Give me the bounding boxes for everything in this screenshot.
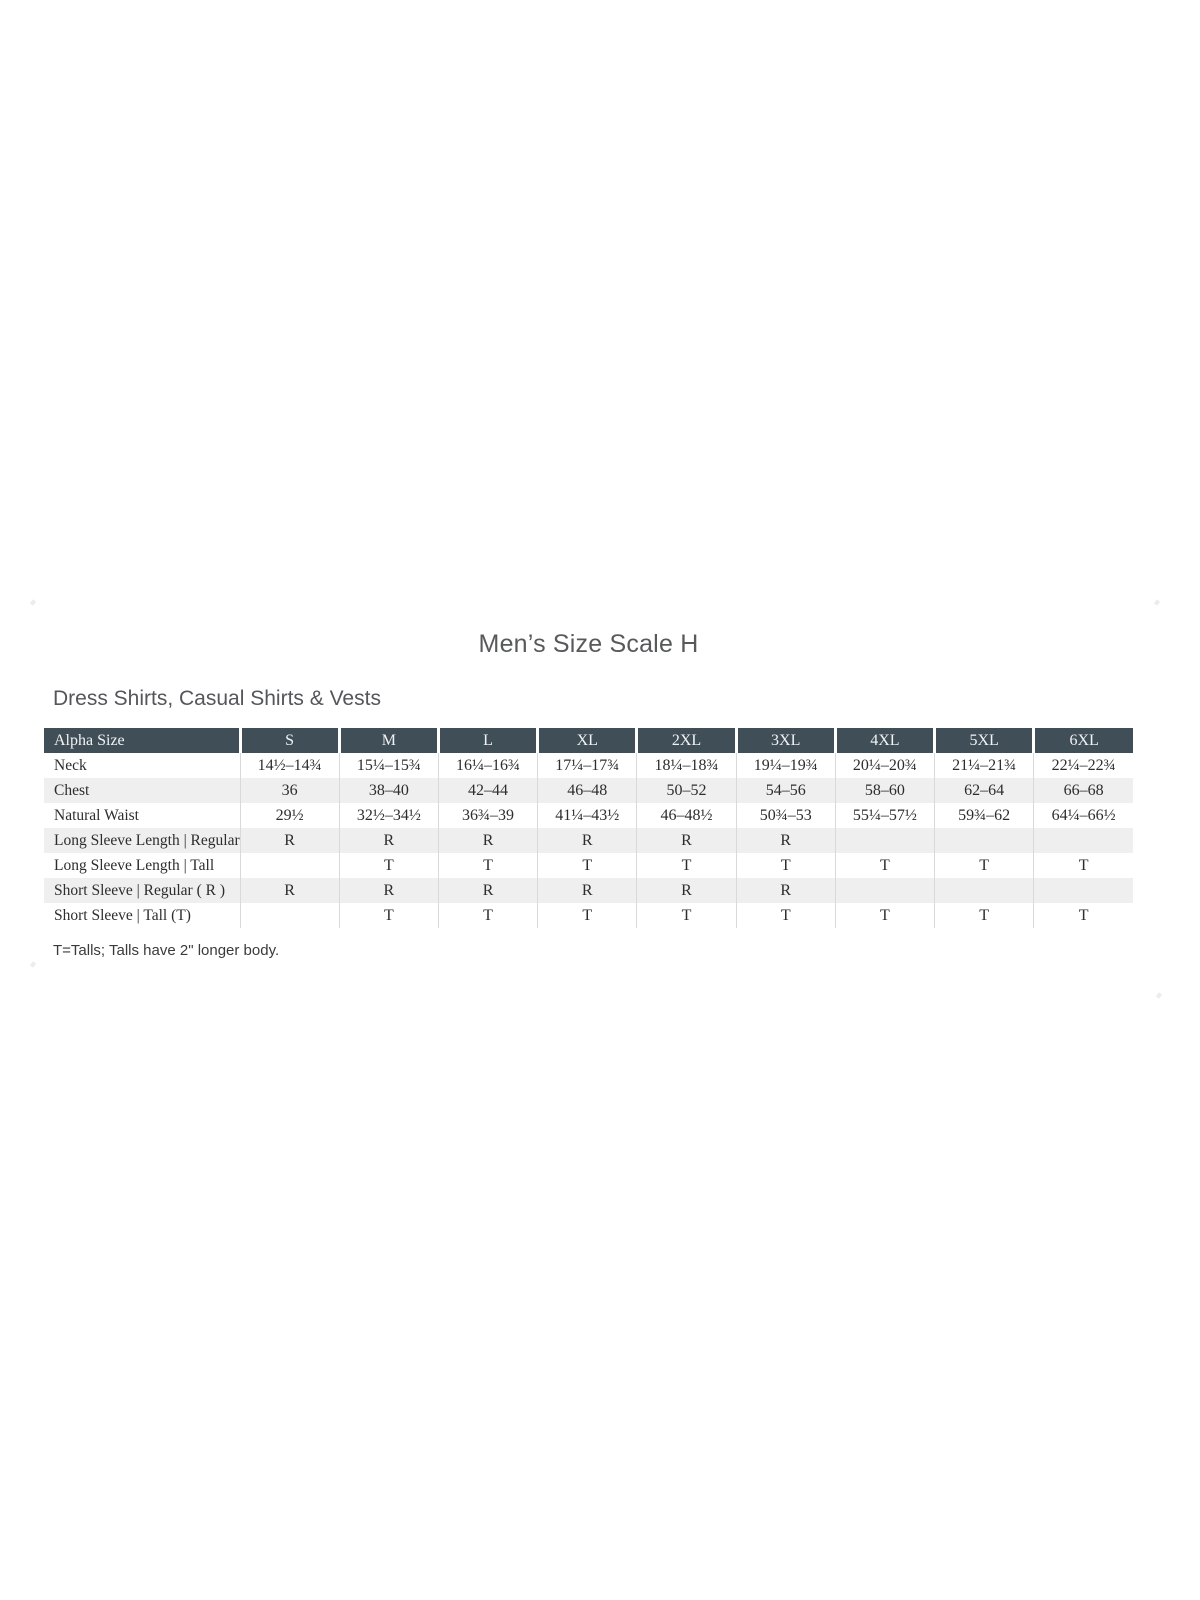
size-cell: R bbox=[636, 828, 737, 853]
row-label: Neck bbox=[54, 756, 87, 774]
column-header-alpha-size: Alpha Size bbox=[44, 728, 240, 753]
size-cell: 22¼–22¾ bbox=[1033, 753, 1133, 778]
header-row: Alpha Size S M L XL 2XL 3XL 4XL 5XL 6XL bbox=[44, 728, 1133, 753]
column-header-s: S bbox=[238, 728, 340, 753]
size-cell: 29½ bbox=[239, 803, 340, 828]
crop-mark bbox=[1153, 599, 1161, 606]
size-cell: 38–40 bbox=[338, 778, 439, 803]
size-cell: 17¼–17¾ bbox=[537, 753, 637, 778]
size-cell: 46–48½ bbox=[636, 803, 737, 828]
size-cell: R bbox=[338, 828, 439, 853]
size-cell bbox=[934, 878, 1034, 903]
size-cell bbox=[1033, 828, 1133, 853]
size-cell: T bbox=[934, 853, 1034, 878]
size-cell bbox=[239, 853, 340, 878]
row-label: Chest bbox=[54, 781, 90, 799]
column-header-4xl: 4XL bbox=[833, 728, 935, 753]
size-cell: T bbox=[1033, 903, 1133, 928]
table-row: Long Sleeve Length | Tall T T T T T T T T bbox=[44, 853, 1133, 878]
size-cell: R bbox=[735, 878, 836, 903]
size-cell: 14½–14¾ bbox=[239, 753, 340, 778]
size-cell: 66–68 bbox=[1033, 778, 1133, 803]
size-cell: R bbox=[338, 878, 439, 903]
column-header-3xl: 3XL bbox=[734, 728, 836, 753]
size-cell bbox=[239, 903, 340, 928]
size-cell bbox=[834, 828, 935, 853]
row-label: Short Sleeve | Regular ( R ) bbox=[54, 881, 225, 899]
size-cell: 64¼–66½ bbox=[1033, 803, 1133, 828]
size-cell: 50–52 bbox=[636, 778, 737, 803]
size-cell: T bbox=[834, 903, 935, 928]
size-cell bbox=[834, 878, 935, 903]
row-label: Long Sleeve Length | Regular bbox=[54, 831, 240, 849]
size-cell: R bbox=[239, 828, 340, 853]
size-cell: T bbox=[735, 853, 836, 878]
size-cell: T bbox=[636, 903, 737, 928]
size-cell: T bbox=[338, 903, 439, 928]
table-row: Natural Waist 29½ 32½–34½ 36¾–39 41¼–43½ 46–4… bbox=[44, 803, 1133, 828]
size-cell: 54–56 bbox=[735, 778, 836, 803]
column-header-6xl: 6XL bbox=[1032, 728, 1133, 753]
size-cell: 20¼–20¾ bbox=[834, 753, 935, 778]
size-cell: 62–64 bbox=[934, 778, 1034, 803]
table-row: Long Sleeve Length | Regular R R R R R R bbox=[44, 828, 1133, 853]
size-cell: T bbox=[338, 853, 439, 878]
size-chart-table: Alpha Size S M L XL 2XL 3XL 4XL 5XL 6XL Neck 14½–1… bbox=[44, 728, 1133, 928]
row-label: Short Sleeve | Tall (T) bbox=[54, 906, 191, 924]
column-header-xl: XL bbox=[536, 728, 637, 753]
size-cell: T bbox=[636, 853, 737, 878]
size-cell: T bbox=[934, 903, 1034, 928]
section-heading: Dress Shirts, Casual Shirts & Vests bbox=[53, 687, 381, 710]
size-chart-body: Neck 14½–14¾ 15¼–15¾ 16¼–16¾ 17¼–17¾ 18¼–18¾ 1… bbox=[44, 753, 1133, 928]
table-row: Neck 14½–14¾ 15¼–15¾ 16¼–16¾ 17¼–17¾ 18¼–18¾ 1… bbox=[44, 753, 1133, 778]
size-cell: 19¼–19¾ bbox=[735, 753, 836, 778]
size-cell: 46–48 bbox=[537, 778, 637, 803]
size-cell: T bbox=[735, 903, 836, 928]
size-cell: 42–44 bbox=[437, 778, 538, 803]
size-cell: 15¼–15¾ bbox=[338, 753, 439, 778]
row-label: Natural Waist bbox=[54, 806, 139, 824]
page-title: Men’s Size Scale H bbox=[478, 630, 699, 658]
size-cell: 58–60 bbox=[834, 778, 935, 803]
table-row: Short Sleeve | Regular ( R ) R R R R R R bbox=[44, 878, 1133, 903]
column-header-l: L bbox=[436, 728, 538, 753]
row-label: Long Sleeve Length | Tall bbox=[54, 856, 215, 874]
size-cell: 18¼–18¾ bbox=[636, 753, 737, 778]
table-row: Chest 36 38–40 42–44 46–48 50–52 54–56 58–60 62–… bbox=[44, 778, 1133, 803]
size-cell: R bbox=[537, 828, 637, 853]
size-cell: T bbox=[537, 903, 637, 928]
size-cell: 16¼–16¾ bbox=[437, 753, 538, 778]
size-cell: R bbox=[239, 878, 340, 903]
column-header-5xl: 5XL bbox=[933, 728, 1034, 753]
size-cell: 59¾–62 bbox=[934, 803, 1034, 828]
size-cell: T bbox=[834, 853, 935, 878]
size-scale-section: Men’s Size Scale H Dress Shirts, Casual … bbox=[44, 628, 1133, 961]
crop-mark bbox=[1155, 992, 1163, 999]
column-header-2xl: 2XL bbox=[635, 728, 737, 753]
size-cell: 21¼–21¾ bbox=[934, 753, 1034, 778]
size-cell: T bbox=[437, 903, 538, 928]
size-cell: 41¼–43½ bbox=[537, 803, 637, 828]
size-cell: T bbox=[537, 853, 637, 878]
size-cell bbox=[934, 828, 1034, 853]
size-cell: 55¼–57½ bbox=[834, 803, 935, 828]
size-cell: R bbox=[437, 828, 538, 853]
size-cell: 36 bbox=[239, 778, 340, 803]
size-cell: 36¾–39 bbox=[437, 803, 538, 828]
size-cell: T bbox=[437, 853, 538, 878]
table-row: Short Sleeve | Tall (T) T T T T T T T T bbox=[44, 903, 1133, 928]
size-cell: T bbox=[1033, 853, 1133, 878]
size-cell: R bbox=[636, 878, 737, 903]
crop-mark bbox=[29, 599, 37, 606]
size-cell bbox=[1033, 878, 1133, 903]
size-cell: 32½–34½ bbox=[338, 803, 439, 828]
size-cell: 50¾–53 bbox=[735, 803, 836, 828]
crop-mark bbox=[29, 961, 37, 968]
size-cell: R bbox=[735, 828, 836, 853]
column-header-m: M bbox=[337, 728, 439, 753]
size-cell: R bbox=[537, 878, 637, 903]
size-cell: R bbox=[437, 878, 538, 903]
footnote: T=Talls; Talls have 2" longer body. bbox=[53, 942, 280, 959]
